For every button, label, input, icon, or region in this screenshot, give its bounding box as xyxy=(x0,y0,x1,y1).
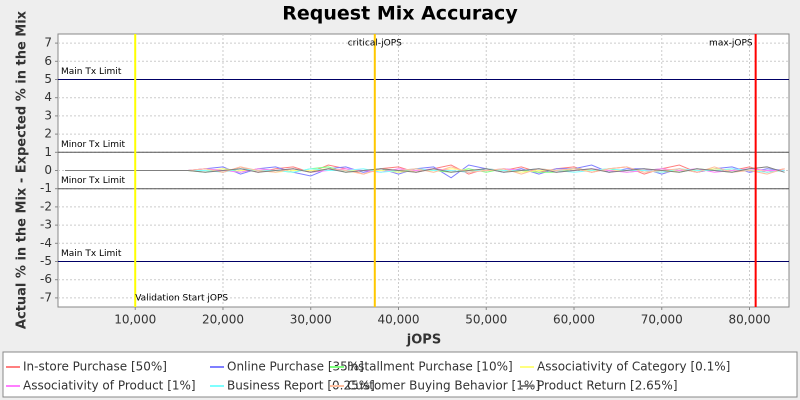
x-tick-label: 70,000 xyxy=(641,313,683,327)
y-tick-label: 5 xyxy=(44,72,52,86)
y-tick-label: 0 xyxy=(44,163,52,177)
legend-label: Associativity of Product [1%] xyxy=(23,379,196,393)
y-tick-label: -3 xyxy=(40,218,52,232)
x-tick-label: 80,000 xyxy=(729,313,771,327)
legend-label: Associativity of Category [0.1%] xyxy=(537,360,730,374)
x-tick-label: 10,000 xyxy=(114,313,156,327)
y-tick-label: -7 xyxy=(40,290,52,304)
series-line xyxy=(65,166,785,173)
marker-label: critical-jOPS xyxy=(348,39,402,49)
legend-label: In-store Purchase [50%] xyxy=(23,360,167,374)
y-tick-label: -6 xyxy=(40,272,52,286)
x-axis-label: jOPS xyxy=(406,333,441,348)
y-tick-label: -5 xyxy=(40,254,52,268)
legend-label: Business Report [0.25%] xyxy=(227,379,375,393)
y-tick-label: 6 xyxy=(44,54,52,68)
y-tick-label: -4 xyxy=(40,236,52,250)
limit-label: Minor Tx Limit xyxy=(61,140,126,150)
limit-label: Minor Tx Limit xyxy=(61,176,126,186)
y-axis-label: Actual % in the Mix - Expected % in the … xyxy=(15,10,30,329)
x-tick-label: 30,000 xyxy=(290,313,332,327)
legend-label: Installment Purchase [10%] xyxy=(347,360,513,374)
legend-label: Product Return [2.65%] xyxy=(537,379,678,393)
legend-label: Online Purchase [35%] xyxy=(227,360,364,374)
chart-title: Request Mix Accuracy xyxy=(282,3,518,25)
x-tick-label: 40,000 xyxy=(377,313,419,327)
legend-label: Customer Buying Behavior [1%] xyxy=(347,379,540,393)
x-tick-label: 50,000 xyxy=(465,313,507,327)
x-tick-label: 20,000 xyxy=(202,313,244,327)
marker-label: max-jOPS xyxy=(709,39,753,49)
x-tick-label: 60,000 xyxy=(553,313,595,327)
y-tick-label: 1 xyxy=(44,145,52,159)
y-tick-label: 7 xyxy=(44,36,52,50)
limit-label: Main Tx Limit xyxy=(61,249,122,259)
y-tick-label: 3 xyxy=(44,108,52,122)
limit-label: Main Tx Limit xyxy=(61,67,122,77)
legend xyxy=(2,351,798,398)
y-tick-label: 4 xyxy=(44,90,52,104)
y-tick-label: 2 xyxy=(44,127,52,141)
y-tick-label: -2 xyxy=(40,199,52,213)
marker-label: Validation Start jOPS xyxy=(135,294,228,304)
y-tick-label: -1 xyxy=(40,181,52,195)
